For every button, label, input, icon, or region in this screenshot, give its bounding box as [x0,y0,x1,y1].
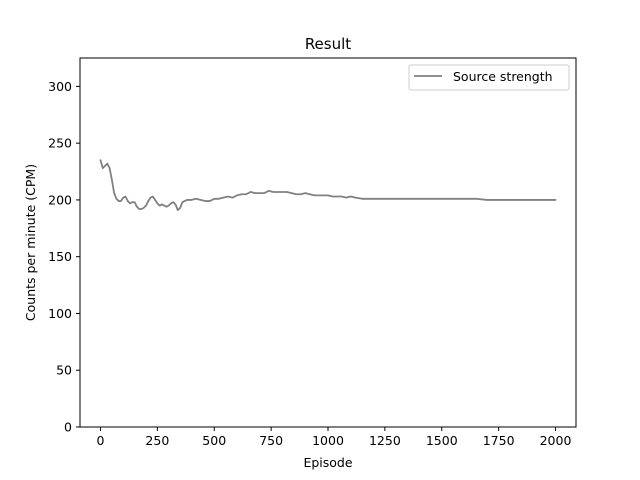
legend-box [408,64,570,91]
y-tick-label-3: 150 [48,249,72,264]
x-tick-label-3: 750 [259,433,283,448]
plot-frame [79,57,577,428]
chart-title: Result [305,35,351,53]
x-tick-label-4: 1000 [312,433,344,448]
x-tick-label-5: 1250 [369,433,401,448]
y-tick-label-1: 50 [56,363,72,378]
y-tick-label-2: 100 [48,306,72,321]
y-tick-label-5: 250 [48,136,72,151]
y-axis-label: Counts per minute (CPM) [23,164,38,321]
x-tick-label-1: 250 [145,433,169,448]
legend-label-source-strength: Source strength [453,69,553,84]
plot-layer [99,159,557,212]
x-tick-label-7: 1750 [483,433,515,448]
x-axis-label: Episode [303,455,352,470]
y-tick-label-6: 300 [48,79,72,94]
legend: Source strength [408,64,570,91]
x-tick-label-0: 0 [97,433,105,448]
y-tick-label-4: 200 [48,192,72,207]
axes-layer: 0 250 500 750 1000 1250 1500 1750 2000 0 50 100 150 2… [48,57,577,448]
x-tick-label-6: 1500 [426,433,458,448]
series-line-0 [99,159,557,212]
x-tick-label-2: 500 [202,433,226,448]
y-tick-label-0: 0 [64,420,72,435]
x-tick-label-8: 2000 [540,433,572,448]
